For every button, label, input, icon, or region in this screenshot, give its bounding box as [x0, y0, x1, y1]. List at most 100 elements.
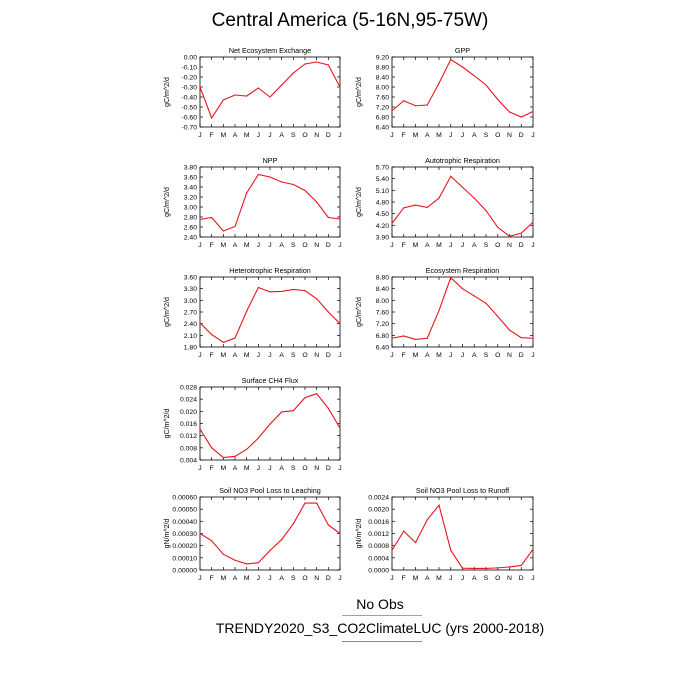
y-axis-label: gC/m^2/d	[164, 297, 171, 327]
data-point	[473, 295, 475, 297]
x-tick-label: J	[531, 132, 534, 139]
y-tick-label: 3.00	[184, 205, 197, 212]
x-tick-label: A	[279, 242, 284, 249]
chart-panel-3: NPP gC/m^2/d 3.80 3.60 3.40 3.20 3.00 2.80 2.60 2…	[164, 156, 342, 249]
series-line	[391, 175, 534, 237]
data-point	[281, 84, 283, 86]
data-point	[339, 218, 341, 220]
y-tick-label: 8.40	[376, 286, 389, 293]
x-tick-label: D	[519, 352, 524, 359]
y-tick-label: 7.60	[376, 95, 389, 102]
x-tick-label: A	[472, 242, 477, 249]
y-tick-label: 2.60	[184, 225, 197, 232]
x-tick-label: M	[220, 352, 226, 359]
x-tick-label: D	[326, 352, 331, 359]
x-tick-label: J	[338, 352, 341, 359]
x-tick-label: O	[302, 242, 307, 249]
data-point	[246, 192, 248, 194]
chart-title: Heterotrophic Respiration	[229, 266, 311, 275]
data-point	[461, 66, 464, 68]
x-tick-label: S	[291, 465, 296, 472]
x-tick-label: N	[507, 575, 512, 582]
y-tick-label: 0.00020	[172, 543, 197, 550]
x-tick-label: M	[244, 132, 250, 139]
data-point	[316, 61, 318, 63]
data-point	[497, 567, 499, 569]
y-axis-label: gC/m^2/d	[164, 409, 171, 439]
data-point	[450, 549, 452, 551]
data-point	[292, 288, 294, 291]
y-tick-label: 0.008	[180, 445, 197, 452]
x-tick-label: N	[314, 242, 319, 249]
x-tick-label: J	[461, 352, 464, 359]
y-tick-label: 0.004	[180, 458, 197, 465]
data-point	[281, 538, 283, 541]
chart-panel-5: Heterotrophic Respiration gC/m^2/d 3.60 3.3…	[164, 266, 342, 359]
x-tick-label: J	[449, 242, 452, 249]
y-tick-label: 0.00010	[172, 555, 197, 562]
x-tick-label: J	[268, 352, 271, 359]
x-tick-label: N	[507, 242, 512, 249]
series-line	[199, 502, 341, 565]
x-tick-label: N	[314, 465, 319, 472]
data-point	[292, 410, 294, 412]
data-point	[316, 201, 318, 203]
x-tick-label: J	[198, 352, 201, 359]
chart-title: NPP	[263, 156, 278, 165]
chart-panel-2: GPP gC/m^2/d 9.20 8.80 8.40 8.00 7.60 7.20 6.80 6…	[356, 46, 535, 139]
data-point	[327, 524, 329, 526]
data-point	[269, 96, 271, 98]
y-tick-label: 3.60	[184, 275, 197, 282]
series-line	[199, 393, 341, 459]
x-tick-label: J	[198, 575, 201, 582]
chart-panel-1: Net Ecosystem Exchange gC/m^2/d 0.00 -0.10 -…	[164, 46, 342, 139]
x-tick-label: D	[326, 465, 331, 472]
y-tick-label: 5.10	[376, 188, 389, 195]
x-tick-label: J	[198, 132, 201, 139]
data-point	[339, 323, 341, 325]
y-tick-label: 8.00	[376, 85, 389, 92]
x-tick-label: N	[314, 575, 319, 582]
x-tick-label: J	[268, 242, 271, 249]
y-tick-label: 8.00	[376, 298, 389, 305]
x-tick-label: N	[507, 132, 512, 139]
x-tick-label: J	[531, 575, 534, 582]
y-tick-label: -0.50	[182, 105, 198, 112]
y-tick-label: 2.10	[184, 333, 197, 340]
data-point	[520, 116, 522, 118]
y-tick-label: 6.40	[376, 345, 389, 352]
data-point	[438, 197, 440, 199]
x-tick-label: O	[302, 465, 307, 472]
data-point	[485, 209, 487, 212]
data-point	[304, 63, 306, 65]
x-tick-label: S	[484, 242, 489, 249]
legend-model-label: TRENDY2020_S3_CO2ClimateLUC (yrs 2000-20…	[215, 620, 545, 636]
x-tick-label: A	[233, 132, 238, 139]
x-tick-label: O	[495, 575, 500, 582]
data-point	[450, 175, 452, 177]
data-point	[426, 519, 428, 521]
data-point	[211, 117, 213, 119]
plot-frame	[391, 496, 534, 571]
y-tick-label: 3.90	[376, 235, 389, 242]
plot-frame	[199, 56, 341, 128]
data-point	[292, 183, 294, 186]
y-tick-label: 0.0024	[368, 495, 389, 502]
data-point	[327, 311, 329, 313]
x-tick-label: D	[326, 575, 331, 582]
data-point	[327, 216, 329, 219]
x-tick-label: A	[233, 242, 238, 249]
data-point	[508, 235, 511, 237]
data-point	[199, 86, 201, 88]
x-tick-label: J	[531, 242, 534, 249]
x-tick-label: A	[233, 575, 238, 582]
data-point	[461, 186, 464, 188]
legend-obs-label: No Obs	[356, 596, 404, 612]
y-tick-label: 0.00030	[172, 531, 197, 538]
y-tick-label: 3.00	[184, 298, 197, 305]
x-tick-label: F	[402, 352, 406, 359]
y-tick-label: 0.0016	[368, 519, 389, 526]
y-tick-label: 3.40	[184, 185, 197, 192]
x-tick-label: J	[257, 465, 260, 472]
y-tick-label: 0.0008	[368, 543, 389, 550]
